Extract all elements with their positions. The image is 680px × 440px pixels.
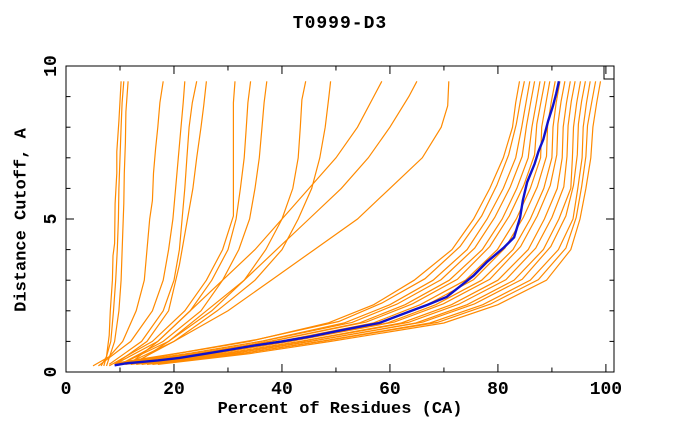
model-curve <box>103 81 125 367</box>
y-tick-label: 0 <box>42 367 62 378</box>
model-curve <box>144 81 576 364</box>
x-tick-label: 80 <box>487 380 509 400</box>
model-curve <box>92 81 164 367</box>
model-curve <box>105 81 129 367</box>
model-curve <box>117 81 525 364</box>
model-curve <box>114 81 521 365</box>
reference-curve <box>114 81 561 367</box>
model-curve <box>141 81 571 365</box>
model-curve <box>155 81 597 364</box>
model-curve <box>135 81 418 364</box>
model-curve <box>146 81 582 365</box>
model-curve <box>108 81 198 365</box>
model-curve <box>152 81 591 365</box>
model-curve <box>128 81 546 364</box>
x-tick-label: 0 <box>61 380 72 400</box>
model-curve <box>98 81 186 367</box>
model-curve <box>157 81 602 365</box>
model-curve <box>130 81 383 364</box>
model-curve <box>114 81 252 365</box>
chart-title: T0999-D3 <box>292 14 388 34</box>
model-curve <box>122 81 536 364</box>
model-curve <box>130 81 551 365</box>
model-curve <box>114 81 207 365</box>
y-tick-label: 10 <box>42 55 62 77</box>
model-curve <box>125 81 332 365</box>
x-tick-label: 20 <box>163 380 185 400</box>
model-curve <box>100 81 122 367</box>
x-tick-label: 60 <box>379 380 401 400</box>
y-tick-label: 5 <box>42 214 62 225</box>
x-axis-label: Percent of Residues (CA) <box>217 400 463 419</box>
model-curve <box>149 81 586 364</box>
x-tick-label: 40 <box>271 380 293 400</box>
plot-frame <box>65 65 615 373</box>
model-curve <box>138 81 566 364</box>
x-tick-label: 100 <box>590 380 622 400</box>
model-curve <box>130 81 450 365</box>
model-curve <box>108 81 236 367</box>
model-curve <box>119 81 268 365</box>
